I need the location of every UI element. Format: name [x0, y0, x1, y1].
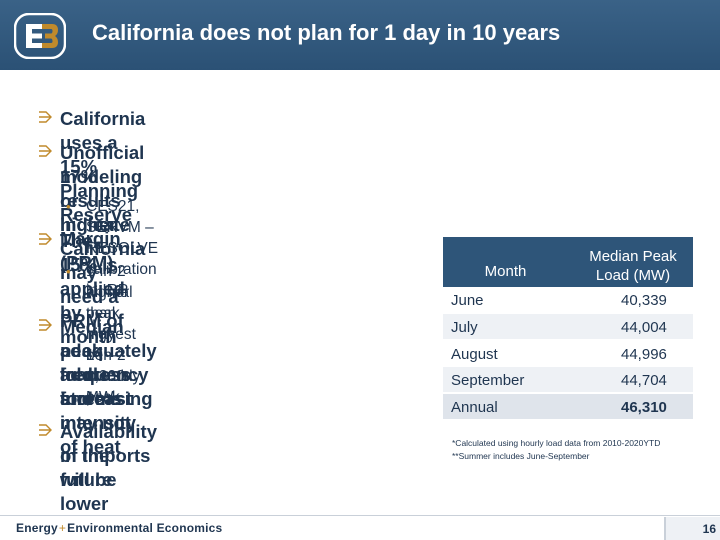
slide-header: California does not plan for 1 day in 10…	[0, 0, 720, 70]
column-header-load-line1: Median Peak	[589, 248, 677, 265]
bullet-text: Availability of imports will be lower	[60, 421, 157, 514]
cell-month: June	[451, 292, 484, 309]
bullet-text: in the future	[60, 445, 113, 490]
cell-load: 40,339	[621, 292, 667, 309]
cell-month: July	[451, 319, 478, 336]
cell-load: 44,004	[621, 319, 667, 336]
table-row: June 40,339	[443, 287, 693, 313]
bullet-text: frequency and intensity of heat	[60, 364, 149, 457]
column-header-load: Median Peak Load (MW)	[573, 247, 693, 285]
arrow-bullet-icon	[39, 145, 52, 157]
slide-title: California does not plan for 1 day in 10…	[92, 20, 561, 45]
arrow-bullet-icon	[39, 111, 52, 123]
company-wordmark: Energy+Environmental Economics	[16, 521, 222, 535]
page-number: 16	[702, 522, 716, 536]
cell-month: August	[451, 346, 498, 363]
footnote: **Summer includes June-September	[452, 451, 590, 461]
e3-logo-icon	[14, 13, 66, 59]
table-row: July 44,004	[443, 314, 693, 340]
table-header: Month Median Peak Load (MW)	[443, 237, 693, 287]
cell-load: 46,310	[621, 399, 667, 416]
bullet-text: The 15% is applied by month	[60, 230, 125, 347]
header-background	[0, 0, 720, 70]
bullet-text: California uses a 15% Planning Reserve M…	[60, 108, 146, 273]
cell-load: 44,996	[621, 346, 667, 363]
company-name-part2: Environmental Economics	[67, 521, 223, 535]
footer-divider	[0, 515, 720, 516]
sub-bullet-dot: •	[66, 264, 71, 279]
company-name-part1: Energy	[16, 521, 58, 535]
arrow-bullet-icon	[39, 424, 52, 436]
bullet-text: adequately address increasing	[60, 340, 157, 409]
table-row: August 44,996	[443, 341, 693, 367]
sub-bullet-text: CES21, SERVM – RESOLVE calibration in IR…	[86, 198, 159, 299]
cell-month: Annual	[451, 399, 498, 416]
column-header-load-line2: Load (MW)	[595, 267, 671, 284]
table-row-total: Annual 46,310	[443, 394, 693, 420]
arrow-bullet-icon	[39, 319, 52, 331]
bullet-text: storms	[60, 388, 122, 409]
sub-bullet-dot: •	[66, 199, 71, 214]
column-header-month: Month	[484, 263, 527, 280]
footnote: *Calculated using hourly load data from …	[452, 438, 661, 448]
sub-bullet-text: 1-in-2 annual peak may be 1,300 MW	[86, 263, 133, 406]
cell-load: 44,704	[621, 372, 667, 389]
arrow-bullet-icon	[39, 233, 52, 245]
bullet-text: Unofficial modeling results indicate Cal…	[60, 142, 146, 331]
page-number-box: 16	[664, 517, 720, 540]
bullet-text: Median peak load forecast may not	[60, 316, 132, 433]
company-name-separator: +	[58, 521, 67, 535]
cell-month: September	[451, 372, 525, 389]
sub-bullet-text: higher than highest 1-in-2 monthly peak	[86, 284, 141, 406]
bullet-text: 17% or higher	[60, 166, 117, 235]
table-row: September 44,704	[443, 367, 693, 393]
